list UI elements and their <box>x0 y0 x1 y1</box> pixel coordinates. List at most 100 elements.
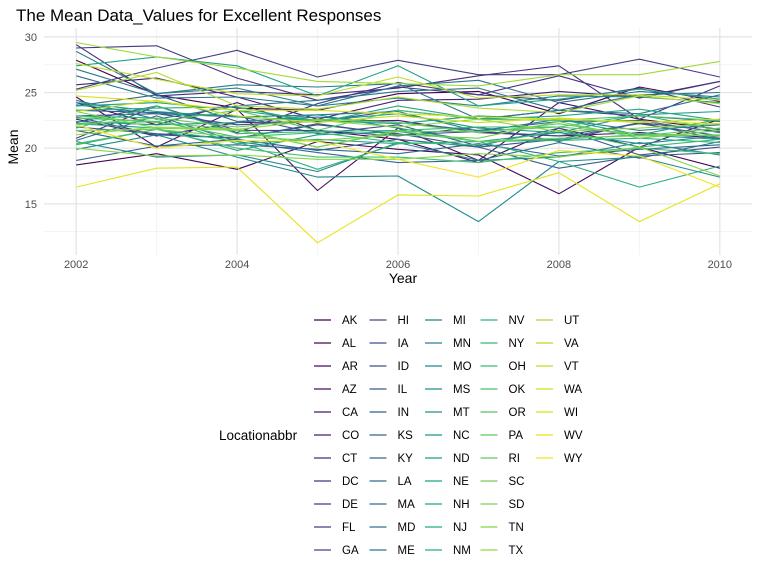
series-line-wi <box>76 95 720 125</box>
legend-item-me: ME <box>369 545 416 557</box>
series-line-or <box>76 109 720 131</box>
series-line-wv <box>76 166 721 244</box>
legend-label: MA <box>398 499 416 511</box>
legend-item-ct: CT <box>314 453 357 465</box>
legend-label: NE <box>453 476 469 488</box>
series-lines <box>75 41 721 244</box>
y-axis-title: Mean <box>5 129 21 164</box>
series-line-nh <box>76 56 720 107</box>
legend-label: UT <box>564 315 579 327</box>
series-line-sc <box>76 120 720 141</box>
legend-label: WA <box>564 384 582 396</box>
legend-item-ri: RI <box>480 453 520 465</box>
legend-label: NJ <box>453 522 467 534</box>
legend-label: NC <box>453 430 470 442</box>
legend-item-ne: NE <box>425 476 469 488</box>
legend-item-tx: TX <box>480 545 524 557</box>
legend-item-ms: MS <box>425 384 471 396</box>
legend-label: NV <box>509 315 525 327</box>
series-line-wy <box>76 124 720 188</box>
series-line-fl <box>76 49 720 90</box>
legend-item-nc: NC <box>425 430 470 442</box>
legend-item-nd: ND <box>425 453 470 465</box>
legend-item-mt: MT <box>425 407 470 419</box>
legend-item-mn: MN <box>425 338 471 350</box>
legend-item-nv: NV <box>480 315 525 327</box>
legend-label: IA <box>398 338 409 350</box>
legend-label: OH <box>509 361 526 373</box>
legend-item-nh: NH <box>425 499 470 511</box>
legend-label: ND <box>453 453 470 465</box>
series-line-ok <box>76 128 720 164</box>
legend-label: MT <box>453 407 470 419</box>
legend-item-dc: DC <box>314 476 359 488</box>
legend-item-de: DE <box>314 499 358 511</box>
legend-items: AK AL AR AZ CA CO CT DC DE FL GA HI IA ID IL IN KS KY LA MA… <box>314 315 583 557</box>
x-tick-label: 2010 <box>708 259 732 271</box>
series-line-oh <box>76 120 720 148</box>
y-tick-label: 25 <box>25 88 37 100</box>
legend-label: MN <box>453 338 471 350</box>
legend-label: AR <box>342 361 358 373</box>
legend-label: KS <box>398 430 414 442</box>
legend-item-ca: CA <box>314 407 358 419</box>
legend: Locationabbr AK AL AR AZ CA CO CT DC DE FL GA HI IA I… <box>219 315 583 557</box>
legend-item-mo: MO <box>425 361 472 373</box>
legend-item-ak: AK <box>314 315 358 327</box>
series-line-ri <box>76 117 720 137</box>
legend-label: WV <box>564 430 583 442</box>
legend-label: AZ <box>342 384 357 396</box>
legend-label: ME <box>398 545 416 557</box>
legend-label: CA <box>342 407 358 419</box>
legend-item-la: LA <box>369 476 412 488</box>
legend-label: TX <box>509 545 524 557</box>
legend-label: SD <box>509 499 525 511</box>
y-tick-label: 30 <box>25 32 37 44</box>
legend-item-ma: MA <box>369 499 416 511</box>
legend-item-wa: WA <box>536 384 582 396</box>
series-line-sd <box>76 110 720 148</box>
legend-label: IN <box>398 407 410 419</box>
legend-item-wi: WI <box>536 407 578 419</box>
legend-item-id: ID <box>369 361 409 373</box>
legend-item-ks: KS <box>369 430 414 442</box>
legend-label: DC <box>342 476 359 488</box>
legend-label: AL <box>342 338 357 350</box>
legend-item-nj: NJ <box>425 522 467 534</box>
legend-item-co: CO <box>314 430 359 442</box>
legend-item-ar: AR <box>314 361 358 373</box>
legend-item-wy: WY <box>536 453 583 465</box>
series-line-ut <box>76 41 720 87</box>
chart-title: The Mean Data_Values for Excellent Respo… <box>16 6 381 25</box>
legend-label: MO <box>453 361 472 373</box>
series-line-mn <box>75 50 720 107</box>
series-line-mt <box>76 114 720 145</box>
legend-item-ut: UT <box>536 315 579 327</box>
x-tick-label: 2004 <box>225 259 249 271</box>
legend-item-in: IN <box>369 407 410 419</box>
legend-item-wv: WV <box>536 430 583 442</box>
legend-item-hi: HI <box>369 315 409 327</box>
legend-item-ok: OK <box>480 384 525 396</box>
legend-label: CT <box>342 453 357 465</box>
series-line-vt <box>76 63 720 101</box>
series-line-nj <box>76 105 720 124</box>
y-tick-label: 15 <box>25 199 37 211</box>
legend-label: SC <box>509 476 525 488</box>
legend-item-tn: TN <box>480 522 524 534</box>
tick-labels: 2002 2004 2006 2008 2010 15 20 25 30 <box>25 32 732 271</box>
legend-item-fl: FL <box>314 522 356 534</box>
series-line-al <box>76 140 720 195</box>
x-axis-title: Year <box>389 270 418 286</box>
legend-label: GA <box>342 545 359 557</box>
legend-label: NH <box>453 499 470 511</box>
legend-label: IL <box>398 384 408 396</box>
legend-label: WI <box>564 407 578 419</box>
legend-label: NM <box>453 545 471 557</box>
legend-label: MS <box>453 384 471 396</box>
series-line-in <box>76 129 720 169</box>
legend-label: TN <box>509 522 524 534</box>
series-line-nv <box>76 128 720 170</box>
legend-label: NY <box>509 338 525 350</box>
